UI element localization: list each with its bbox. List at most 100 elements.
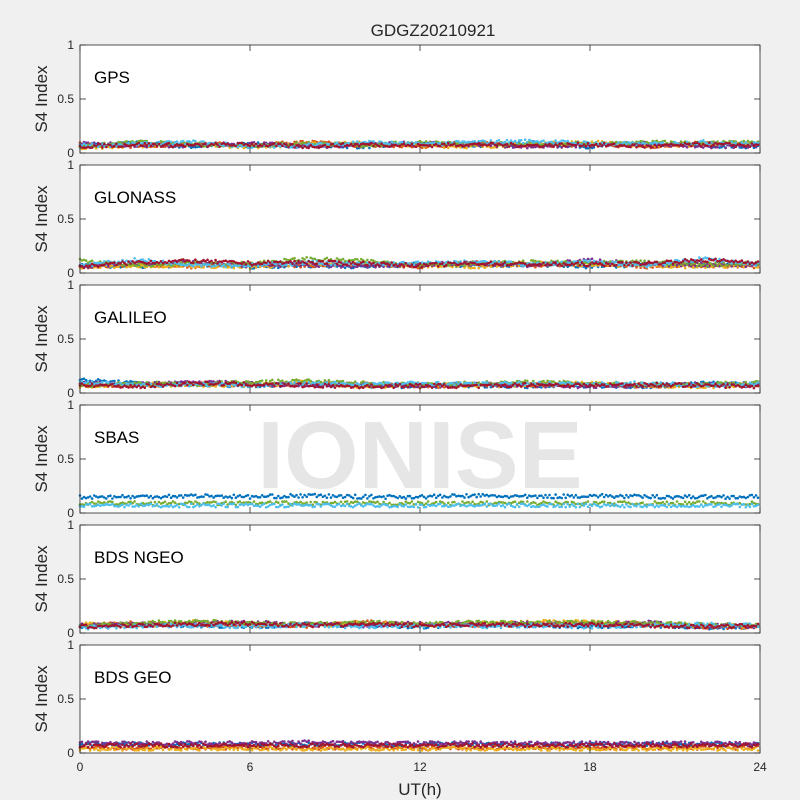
data-point — [687, 142, 691, 146]
data-point — [700, 144, 703, 148]
data-point — [301, 146, 304, 150]
data-point — [734, 145, 737, 148]
data-point — [123, 140, 126, 144]
data-point — [402, 265, 406, 268]
data-point — [297, 145, 300, 149]
data-point — [724, 146, 727, 150]
data-point — [103, 260, 106, 263]
y-tick-label: 0.5 — [57, 92, 74, 106]
data-point — [495, 144, 499, 147]
data-point — [339, 261, 343, 264]
panel-label: GLONASS — [94, 188, 176, 207]
data-point — [643, 146, 646, 149]
data-point — [98, 142, 102, 146]
data-point — [404, 262, 408, 265]
data-point — [256, 141, 260, 144]
data-point — [260, 262, 264, 266]
data-point — [157, 261, 161, 265]
data-point — [469, 144, 472, 148]
data-point — [115, 263, 118, 267]
data-point — [125, 263, 128, 267]
data-point — [175, 265, 179, 269]
data-point — [696, 264, 699, 268]
chart-title: GDGZ20210921 — [371, 21, 496, 40]
data-point — [481, 141, 485, 144]
data-point — [216, 143, 219, 146]
data-point — [740, 146, 744, 149]
y-axis-label: S4 Index — [32, 65, 51, 133]
data-point — [311, 141, 315, 144]
data-point — [586, 142, 590, 145]
data-point — [507, 145, 511, 148]
data-point — [548, 144, 551, 148]
data-point — [305, 255, 309, 259]
data-point — [390, 261, 394, 264]
data-point — [113, 261, 116, 264]
data-point — [594, 142, 598, 146]
data-point — [299, 142, 302, 146]
data-point — [487, 145, 491, 148]
data-point — [463, 260, 466, 264]
data-point — [588, 263, 592, 266]
data-point — [655, 260, 659, 264]
data-point — [299, 264, 302, 268]
data-point — [163, 145, 167, 148]
data-point — [564, 145, 567, 148]
data-point — [596, 139, 600, 143]
data-point — [445, 263, 448, 267]
data-point — [264, 146, 268, 149]
data-point — [708, 145, 711, 148]
data-point — [202, 140, 205, 143]
data-point — [582, 143, 586, 146]
data-point — [234, 144, 238, 148]
data-point — [728, 144, 731, 147]
data-point — [372, 261, 375, 265]
data-point — [643, 259, 646, 263]
data-point — [246, 260, 250, 263]
data-point — [364, 144, 367, 148]
data-point — [303, 258, 306, 261]
data-point — [323, 143, 327, 147]
data-point — [137, 141, 140, 145]
data-point — [216, 262, 219, 265]
data-point — [147, 261, 151, 265]
data-point — [651, 146, 654, 149]
data-point — [293, 256, 296, 260]
data-point — [119, 141, 122, 144]
data-point — [94, 144, 98, 148]
data-point — [410, 263, 414, 266]
data-point — [519, 138, 523, 142]
data-point — [505, 145, 509, 149]
data-point — [305, 141, 309, 144]
data-point — [748, 145, 752, 148]
data-point — [179, 261, 183, 264]
data-point — [380, 142, 383, 145]
data-point — [459, 146, 462, 149]
data-point — [556, 144, 559, 148]
data-point — [307, 146, 311, 150]
data-point — [319, 141, 323, 145]
data-point — [307, 264, 311, 267]
data-point — [540, 141, 543, 145]
data-point — [349, 266, 353, 269]
data-point — [637, 141, 640, 144]
data-point — [175, 260, 179, 264]
data-point — [637, 261, 640, 265]
data-point — [542, 144, 545, 148]
data-point — [493, 259, 497, 263]
data-point — [608, 140, 612, 144]
data-point — [473, 261, 476, 265]
data-point — [153, 142, 157, 146]
data-point — [473, 266, 476, 270]
data-point — [159, 260, 163, 263]
data-point — [360, 145, 363, 148]
data-point — [523, 138, 527, 141]
data-point — [586, 264, 590, 268]
data-point — [323, 141, 327, 145]
data-point — [566, 139, 569, 143]
data-point — [157, 142, 161, 146]
data-point — [301, 141, 304, 144]
data-point — [210, 259, 213, 263]
data-point — [558, 262, 561, 266]
